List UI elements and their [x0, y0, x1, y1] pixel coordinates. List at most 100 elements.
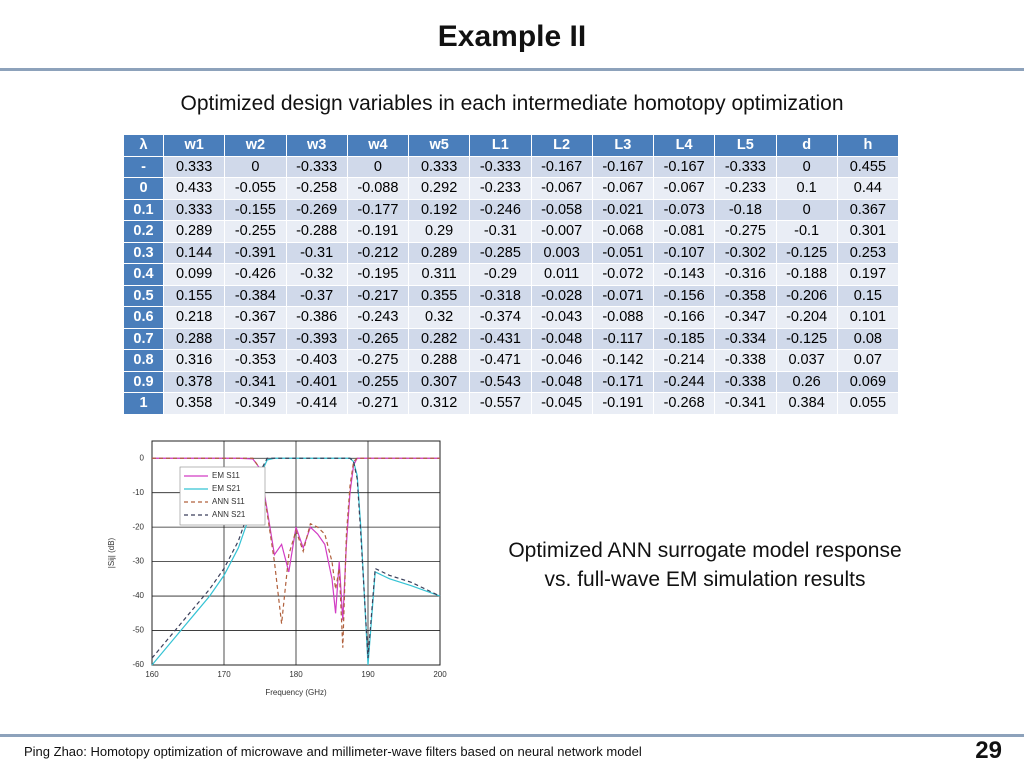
table-cell: -0.471	[469, 349, 532, 372]
table-cell: 0.29	[407, 220, 471, 243]
x-tick-label: 200	[433, 670, 447, 679]
table-cell: -0.18	[714, 198, 777, 221]
column-header: w2	[224, 134, 287, 157]
table-cell: -0.071	[591, 284, 655, 307]
column-header: h	[836, 134, 900, 157]
table-cell: -0.125	[775, 327, 838, 350]
table-row: 0.4 0.099 -0.426 -0.32 -0.195 0.311 -0.29 0.011…	[123, 263, 900, 286]
table-cell: -0.048	[530, 327, 593, 350]
table-cell: -0.206	[775, 284, 838, 307]
table-cell: 0.289	[407, 241, 471, 264]
column-header: L1	[469, 134, 532, 157]
table-cell: -0.125	[775, 241, 838, 264]
table-cell: -0.185	[652, 327, 716, 350]
table-cell: 0	[224, 155, 287, 178]
table-cell: -0.045	[530, 392, 593, 415]
table-cell: -0.055	[224, 177, 287, 200]
table-cell: 0.301	[836, 220, 900, 243]
row-key: 0.5	[123, 284, 164, 307]
table-cell: 0.311	[407, 263, 471, 286]
table-cell: -0.358	[714, 284, 777, 307]
x-tick-label: 180	[289, 670, 303, 679]
table-row: 0.6 0.218 -0.367 -0.386 -0.243 0.32 -0.374 -0.0…	[123, 306, 900, 329]
row-key: 0.4	[123, 263, 164, 286]
table-cell: -0.338	[714, 349, 777, 372]
table-cell: -0.285	[469, 241, 532, 264]
table-cell: 0.367	[836, 198, 900, 221]
caption-line: Optimized ANN surrogate model response	[508, 539, 902, 562]
table-cell: -0.243	[346, 306, 410, 329]
table-cell: -0.048	[530, 370, 593, 393]
table-cell: 0.037	[775, 349, 838, 372]
table-cell: -0.167	[591, 155, 655, 178]
y-tick-label: -20	[132, 522, 144, 531]
column-header: d	[775, 134, 838, 157]
table-cell: -0.29	[469, 263, 532, 286]
table-cell: -0.246	[469, 198, 532, 221]
table-cell: -0.426	[224, 263, 287, 286]
table-cell: 0.197	[836, 263, 900, 286]
table-cell: -0.088	[346, 177, 410, 200]
table-cell: 0.316	[162, 349, 226, 372]
y-tick-label: -10	[132, 488, 144, 497]
table-cell: -0.265	[346, 327, 410, 350]
table-cell: -0.255	[346, 370, 410, 393]
row-key: -	[123, 155, 164, 178]
table-cell: -0.288	[285, 220, 348, 243]
table-cell: -0.195	[346, 263, 410, 286]
table-cell: 0.288	[162, 327, 226, 350]
y-axis-label: |Sij| (dB)	[107, 537, 116, 568]
table-cell: 0.069	[836, 370, 900, 393]
table-cell: 0	[775, 198, 838, 221]
table-cell: 0	[346, 155, 410, 178]
subtitle: Optimized design variables in each inter…	[180, 92, 844, 115]
table-cell: -0.275	[714, 220, 777, 243]
series-line	[151, 457, 441, 659]
x-axis-label: Frequency (GHz)	[265, 688, 327, 697]
table-cell: -0.374	[469, 306, 532, 329]
series-line	[152, 457, 440, 621]
table-cell: -0.177	[346, 198, 410, 221]
table-cell: -0.318	[469, 284, 532, 307]
table-row: 0.8 0.316 -0.353 -0.403 -0.275 0.288 -0.471 -0.…	[123, 349, 900, 372]
table-row: 0.3 0.144 -0.391 -0.31 -0.212 0.289 -0.285 0.00…	[123, 241, 900, 264]
table-cell: -0.067	[591, 177, 655, 200]
table-cell: -0.028	[530, 284, 593, 307]
column-header: L3	[591, 134, 655, 157]
table-cell: 0.307	[407, 370, 471, 393]
table-cell: 0.384	[775, 392, 838, 415]
column-header: w4	[346, 134, 410, 157]
table-cell: 0.099	[162, 263, 226, 286]
table-cell: -0.334	[714, 327, 777, 350]
table-cell: 0.455	[836, 155, 900, 178]
table-cell: -0.155	[224, 198, 287, 221]
table-cell: -0.37	[285, 284, 348, 307]
table-cell: 0.192	[407, 198, 471, 221]
table-cell: -0.067	[652, 177, 716, 200]
row-key: 0.8	[123, 349, 164, 372]
table-cell: -0.204	[775, 306, 838, 329]
table-cell: -0.081	[652, 220, 716, 243]
row-key: 0.7	[123, 327, 164, 350]
table-cell: -0.341	[224, 370, 287, 393]
table-cell: -0.167	[652, 155, 716, 178]
row-key: 0.9	[123, 370, 164, 393]
table-cell: -0.1	[775, 220, 838, 243]
table-cell: -0.191	[346, 220, 410, 243]
table-cell: -0.31	[469, 220, 532, 243]
table-cell: -0.171	[591, 370, 655, 393]
caption-line: vs. full-wave EM simulation results	[544, 568, 866, 591]
chart: -60 -50 -40 -30 -20 -10 0 160 170 180 190 200 Freque…	[107, 440, 447, 697]
table-cell: 0.144	[162, 241, 226, 264]
table-cell: -0.051	[591, 241, 655, 264]
table-cell: -0.271	[346, 392, 410, 415]
table-cell: -0.073	[652, 198, 716, 221]
table-cell: -0.088	[591, 306, 655, 329]
table-cell: -0.166	[652, 306, 716, 329]
table-cell: -0.233	[469, 177, 532, 200]
table-cell: -0.067	[530, 177, 593, 200]
y-tick-label: -50	[132, 626, 144, 635]
legend-label: EM S21	[212, 484, 241, 493]
table-cell: -0.367	[224, 306, 287, 329]
